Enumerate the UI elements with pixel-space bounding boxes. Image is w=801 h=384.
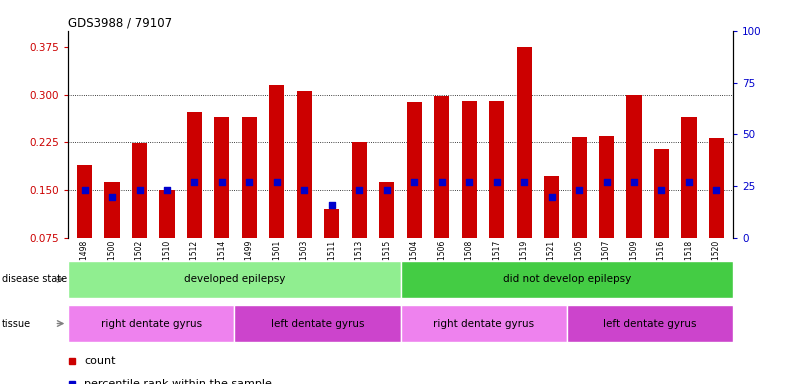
Bar (654, 149, 669, 238)
Point (188, 179, 201, 185)
Text: did not develop epilepsy: did not develop epilepsy (502, 274, 631, 285)
Bar (187, 113, 202, 238)
Point (106, 194, 119, 200)
Bar (544, 176, 559, 238)
Point (655, 187, 668, 193)
Point (160, 187, 173, 193)
Bar (324, 209, 340, 238)
Bar (68, 261, 400, 298)
Text: disease state: disease state (2, 274, 66, 285)
Text: left dentate gyrus: left dentate gyrus (271, 318, 364, 329)
Point (682, 179, 695, 185)
Text: percentile rank within the sample: percentile rank within the sample (84, 379, 272, 384)
Bar (626, 94, 642, 238)
Bar (461, 101, 477, 238)
Bar (400, 305, 567, 342)
Bar (567, 305, 733, 342)
Text: left dentate gyrus: left dentate gyrus (603, 318, 697, 329)
Bar (235, 305, 400, 342)
Point (243, 179, 256, 185)
Point (628, 179, 641, 185)
Bar (159, 190, 175, 238)
Point (463, 179, 476, 185)
Bar (517, 47, 532, 238)
Point (408, 179, 421, 185)
Text: right dentate gyrus: right dentate gyrus (433, 318, 534, 329)
Bar (215, 118, 229, 238)
Bar (400, 261, 733, 298)
Point (380, 187, 393, 193)
Point (600, 179, 613, 185)
Bar (77, 165, 92, 238)
Point (517, 179, 530, 185)
Point (353, 187, 366, 193)
Bar (709, 138, 724, 238)
Bar (352, 142, 367, 238)
Text: tissue: tissue (2, 318, 30, 329)
Bar (104, 182, 119, 238)
Point (215, 179, 228, 185)
Bar (132, 143, 147, 238)
Point (325, 202, 338, 208)
Bar (242, 118, 257, 238)
Bar (68, 305, 235, 342)
Text: GDS3988 / 79107: GDS3988 / 79107 (68, 17, 172, 30)
Bar (682, 118, 697, 238)
Point (298, 187, 311, 193)
Text: right dentate gyrus: right dentate gyrus (101, 318, 202, 329)
Bar (434, 96, 449, 238)
Bar (297, 91, 312, 238)
Text: developed epilepsy: developed epilepsy (183, 274, 285, 285)
Text: count: count (84, 356, 115, 366)
Bar (599, 136, 614, 238)
Point (271, 179, 284, 185)
Point (710, 187, 723, 193)
Bar (489, 101, 504, 238)
Bar (407, 102, 422, 238)
Bar (269, 85, 284, 238)
Bar (572, 137, 586, 238)
Point (490, 179, 503, 185)
Point (573, 187, 586, 193)
Point (78, 187, 91, 193)
Point (133, 187, 146, 193)
Bar (379, 182, 394, 238)
Point (545, 194, 558, 200)
Point (435, 179, 448, 185)
